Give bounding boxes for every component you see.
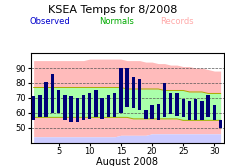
Bar — [205, 95, 209, 117]
Bar — [175, 93, 178, 116]
Bar — [137, 79, 141, 110]
Text: Observed: Observed — [29, 17, 70, 26]
Bar — [162, 83, 166, 117]
Bar — [193, 99, 196, 120]
Bar — [187, 101, 190, 120]
Bar — [131, 77, 135, 108]
Bar — [100, 98, 104, 119]
Text: Records: Records — [160, 17, 193, 26]
Bar — [57, 90, 60, 113]
Bar — [156, 104, 159, 120]
Bar — [181, 99, 184, 117]
Bar — [106, 95, 110, 117]
Bar — [69, 96, 72, 122]
Bar — [94, 90, 97, 117]
Bar — [75, 98, 79, 122]
Bar — [150, 105, 153, 119]
Bar — [112, 93, 116, 117]
Bar — [32, 96, 35, 120]
Bar — [81, 95, 85, 120]
Bar — [119, 68, 122, 113]
Bar — [212, 105, 215, 120]
Bar — [63, 95, 66, 120]
Bar — [88, 93, 91, 119]
Bar — [144, 110, 147, 119]
Bar — [168, 93, 172, 114]
X-axis label: August 2008: August 2008 — [96, 157, 158, 166]
Text: KSEA Temps for 8/2008: KSEA Temps for 8/2008 — [48, 5, 177, 15]
Bar — [199, 101, 203, 120]
Text: Normals: Normals — [99, 17, 134, 26]
Bar — [50, 74, 54, 113]
Bar — [38, 95, 41, 117]
Bar — [44, 82, 48, 117]
Bar — [218, 120, 221, 128]
Bar — [125, 68, 128, 107]
